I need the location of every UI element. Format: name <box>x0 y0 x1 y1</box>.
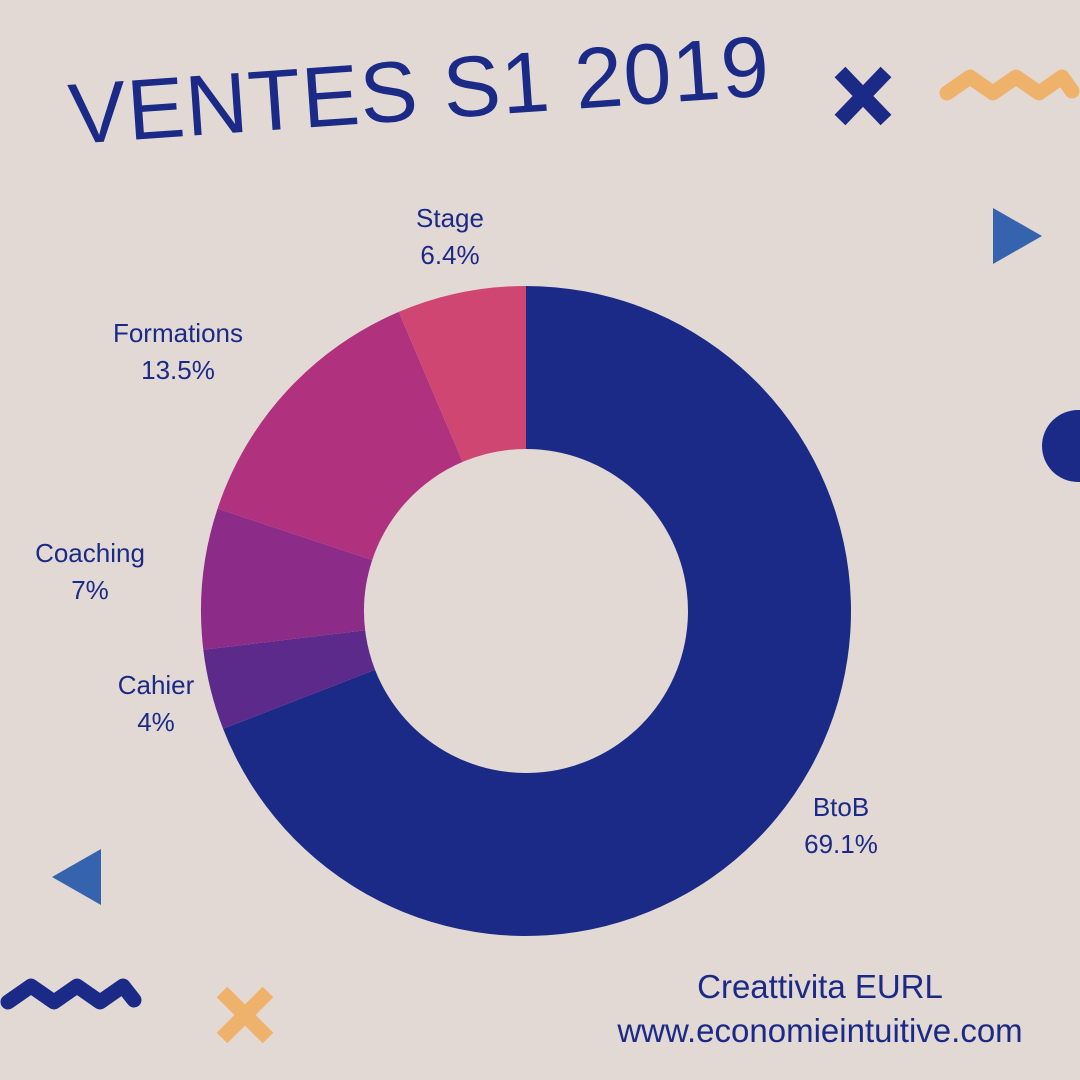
slice-formations <box>217 311 463 560</box>
circle-icon <box>1042 410 1080 482</box>
slice-label: Formations <box>112 318 244 348</box>
triangle-right-icon <box>993 208 1042 264</box>
label-coaching: Coaching 7% <box>0 535 190 609</box>
slice-value: 4% <box>137 707 175 737</box>
slice-label: BtoB <box>812 792 870 822</box>
slice-value: 7% <box>71 575 109 605</box>
x-cross-orange-icon <box>216 986 274 1044</box>
label-formations: Formations 13.5% <box>78 315 278 389</box>
slice-label: Stage <box>416 203 484 233</box>
slice-label: Coaching <box>35 538 145 568</box>
slice-stage <box>398 286 526 462</box>
slice-value: 69.1% <box>804 829 878 859</box>
slice-coaching <box>200 508 373 650</box>
slice-value: 13.5% <box>141 355 215 385</box>
x-cross-icon <box>834 66 892 126</box>
label-cahier: Cahier 4% <box>56 667 256 741</box>
slice-cahier <box>203 630 376 729</box>
zigzag-navy-icon <box>0 978 142 1010</box>
triangle-left-icon <box>52 849 101 905</box>
slice-value: 6.4% <box>420 240 480 270</box>
zigzag-orange-icon <box>939 69 1080 101</box>
slice-label: Cahier <box>117 670 195 700</box>
company-name: Creattivita EURL <box>697 968 943 1005</box>
website: www.economieintuitive.com <box>617 1012 1023 1049</box>
slice-btob <box>223 286 851 936</box>
label-stage: Stage 6.4% <box>350 200 550 274</box>
label-btob: BtoB 69.1% <box>741 789 941 863</box>
